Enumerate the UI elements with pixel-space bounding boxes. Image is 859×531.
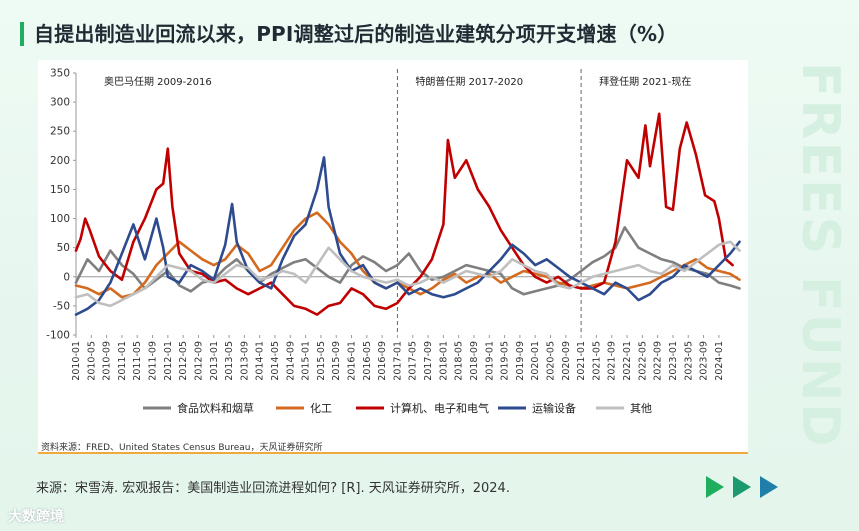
x-tick-label: 2010-09 xyxy=(102,341,113,381)
y-tick-label: 150 xyxy=(50,184,70,196)
x-tick-label: 2018-05 xyxy=(454,341,465,381)
x-tick-label: 2013-05 xyxy=(224,341,235,381)
y-tick-label: -100 xyxy=(46,330,70,342)
source-note: 资料来源：FRED、United States Census Bureau，天风… xyxy=(41,443,323,453)
x-tick-label: 2022-09 xyxy=(653,341,664,381)
x-tick-label: 2022-01 xyxy=(622,341,633,381)
chart-svg: -100 -50 0 50 100 150 200 250 300 350 2010-01 2010-… xyxy=(46,68,741,415)
y-tick-label: 250 xyxy=(50,126,70,138)
arrow-icon-3 xyxy=(760,476,778,498)
x-tick-label: 2019-05 xyxy=(500,341,511,381)
x-tick-label: 2017-01 xyxy=(392,341,403,381)
x-tick-label: 2019-01 xyxy=(484,341,495,381)
y-tick-label: 50 xyxy=(57,242,70,254)
x-tick-label: 2019-09 xyxy=(515,341,526,381)
series-line-3 xyxy=(74,156,741,316)
x-tick-label: 2014-01 xyxy=(255,341,266,381)
series-line-4 xyxy=(74,240,741,308)
x-tick-label: 2018-09 xyxy=(469,341,480,381)
x-tick-label: 2016-05 xyxy=(362,341,373,381)
y-tick-label: 350 xyxy=(50,68,70,80)
x-tick-label: 2022-05 xyxy=(637,341,648,381)
x-tick-label: 2020-05 xyxy=(545,341,556,381)
chart-card: -100 -50 0 50 100 150 200 250 300 350 2010-01 2010-… xyxy=(38,60,748,453)
x-tick-label: 2011-09 xyxy=(148,341,159,381)
period-label: 特朗普任期 2017-2020 xyxy=(415,75,523,88)
x-tick-label: 2015-09 xyxy=(331,341,342,381)
card-bottom-rule xyxy=(38,452,748,454)
period-label: 拜登任期 2021-现在 xyxy=(599,75,691,88)
series-line-0 xyxy=(74,226,741,296)
logo: 大数跨境 xyxy=(8,506,64,526)
x-tick-label: 2024-01 xyxy=(714,341,725,381)
x-tick-label: 2010-05 xyxy=(86,341,97,381)
logo-text: 大数跨境 xyxy=(8,509,64,525)
legend-label: 运输设备 xyxy=(532,401,576,415)
x-tick-label: 2012-01 xyxy=(163,341,174,381)
arrow-icon-1 xyxy=(706,476,724,498)
next-arrows-icon xyxy=(706,476,778,498)
x-tick-label: 2011-05 xyxy=(132,341,143,381)
x-tick-label: 2018-01 xyxy=(438,341,449,381)
x-tick-label: 2021-09 xyxy=(607,341,618,381)
y-tick-label: 0 xyxy=(63,271,70,283)
x-tick-label: 2023-09 xyxy=(699,341,710,381)
x-tick-label: 2012-09 xyxy=(193,341,204,381)
x-tick-label: 2013-09 xyxy=(239,341,250,381)
x-tick-label: 2021-05 xyxy=(591,341,602,381)
y-tick-label: -50 xyxy=(53,300,70,312)
x-tick-label: 2011-01 xyxy=(117,341,128,381)
footnote: 来源：宋雪涛. 宏观报告：美国制造业回流进程如何? [R]. 天风证券研究所，2… xyxy=(36,481,510,496)
x-tick-label: 2017-05 xyxy=(408,341,419,381)
y-tick-label: 100 xyxy=(50,213,70,225)
y-tick-label: 200 xyxy=(50,155,70,167)
legend-label: 食品饮料和烟草 xyxy=(177,401,254,415)
x-tick-label: 2013-01 xyxy=(209,341,220,381)
x-tick-label: 2021-01 xyxy=(576,341,587,381)
legend-label: 化工 xyxy=(310,401,332,415)
x-tick-label: 2015-05 xyxy=(316,341,327,381)
watermark-text: FREES FUND xyxy=(790,62,850,449)
period-label: 奥巴马任期 2009-2016 xyxy=(104,75,212,88)
x-tick-label: 2014-09 xyxy=(285,341,296,381)
x-tick-label: 2020-01 xyxy=(530,341,541,381)
x-tick-label: 2016-01 xyxy=(347,341,358,381)
legend-label: 其他 xyxy=(630,402,652,415)
x-tick-label: 2016-09 xyxy=(377,341,388,381)
y-tick-label: 300 xyxy=(50,97,70,109)
x-tick-label: 2023-05 xyxy=(683,341,694,381)
x-tick-label: 2014-05 xyxy=(270,341,281,381)
watermark: FREES FUND xyxy=(790,62,850,472)
series-line-2 xyxy=(74,112,734,316)
x-tick-label: 2020-09 xyxy=(561,341,572,381)
page-title: 自提出制造业回流以来，PPI调整过后的制造业建筑分项开支增速（%） xyxy=(34,22,678,46)
x-tick-label: 2017-09 xyxy=(423,341,434,381)
arrow-icon-2 xyxy=(733,476,751,498)
legend-label: 计算机、电子和电气 xyxy=(390,401,489,415)
x-tick-label: 2012-05 xyxy=(178,341,189,381)
title-accent-bar xyxy=(20,22,24,46)
x-tick-label: 2015-01 xyxy=(301,341,312,381)
x-tick-label: 2010-01 xyxy=(71,341,82,381)
x-tick-label: 2023-01 xyxy=(668,341,679,381)
